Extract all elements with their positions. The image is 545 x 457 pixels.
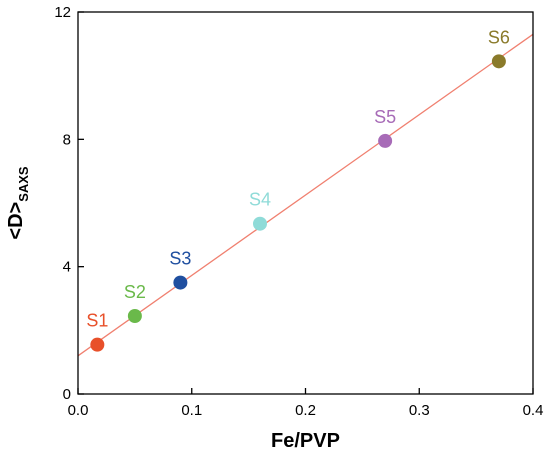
y-tick-label: 4 [63, 259, 71, 276]
data-point-s1 [90, 337, 105, 352]
y-axis-title-main: <D> [5, 202, 27, 240]
x-tick-label: 0.1 [181, 402, 202, 419]
point-label-s3: S3 [169, 249, 191, 269]
data-point-s4 [253, 216, 267, 231]
y-axis-title-sub: SAXS [16, 166, 31, 202]
x-tick-label: 0.3 [409, 402, 430, 419]
point-label-s1: S1 [86, 311, 108, 331]
data-point-s5 [378, 133, 393, 148]
point-label-s2: S2 [124, 282, 146, 302]
y-tick-label: 12 [54, 4, 71, 21]
x-tick-label: 0.4 [523, 402, 544, 419]
data-point-s6 [491, 54, 506, 69]
y-axis-title: <D>SAXS [5, 166, 31, 240]
point-label-s6: S6 [488, 27, 510, 47]
y-tick-label: 0 [63, 386, 71, 403]
x-tick-label: 0.2 [295, 402, 316, 419]
data-point-s3 [173, 275, 188, 290]
plot-frame [77, 11, 534, 395]
linear-fit-line [77, 33, 534, 357]
y-tick-label: 8 [63, 131, 71, 148]
x-tick-label: 0.0 [68, 402, 89, 419]
point-label-s5: S5 [374, 107, 396, 127]
data-point-s2 [127, 309, 142, 324]
point-label-s4: S4 [249, 190, 271, 210]
x-axis-title: Fe/PVP [271, 430, 340, 452]
